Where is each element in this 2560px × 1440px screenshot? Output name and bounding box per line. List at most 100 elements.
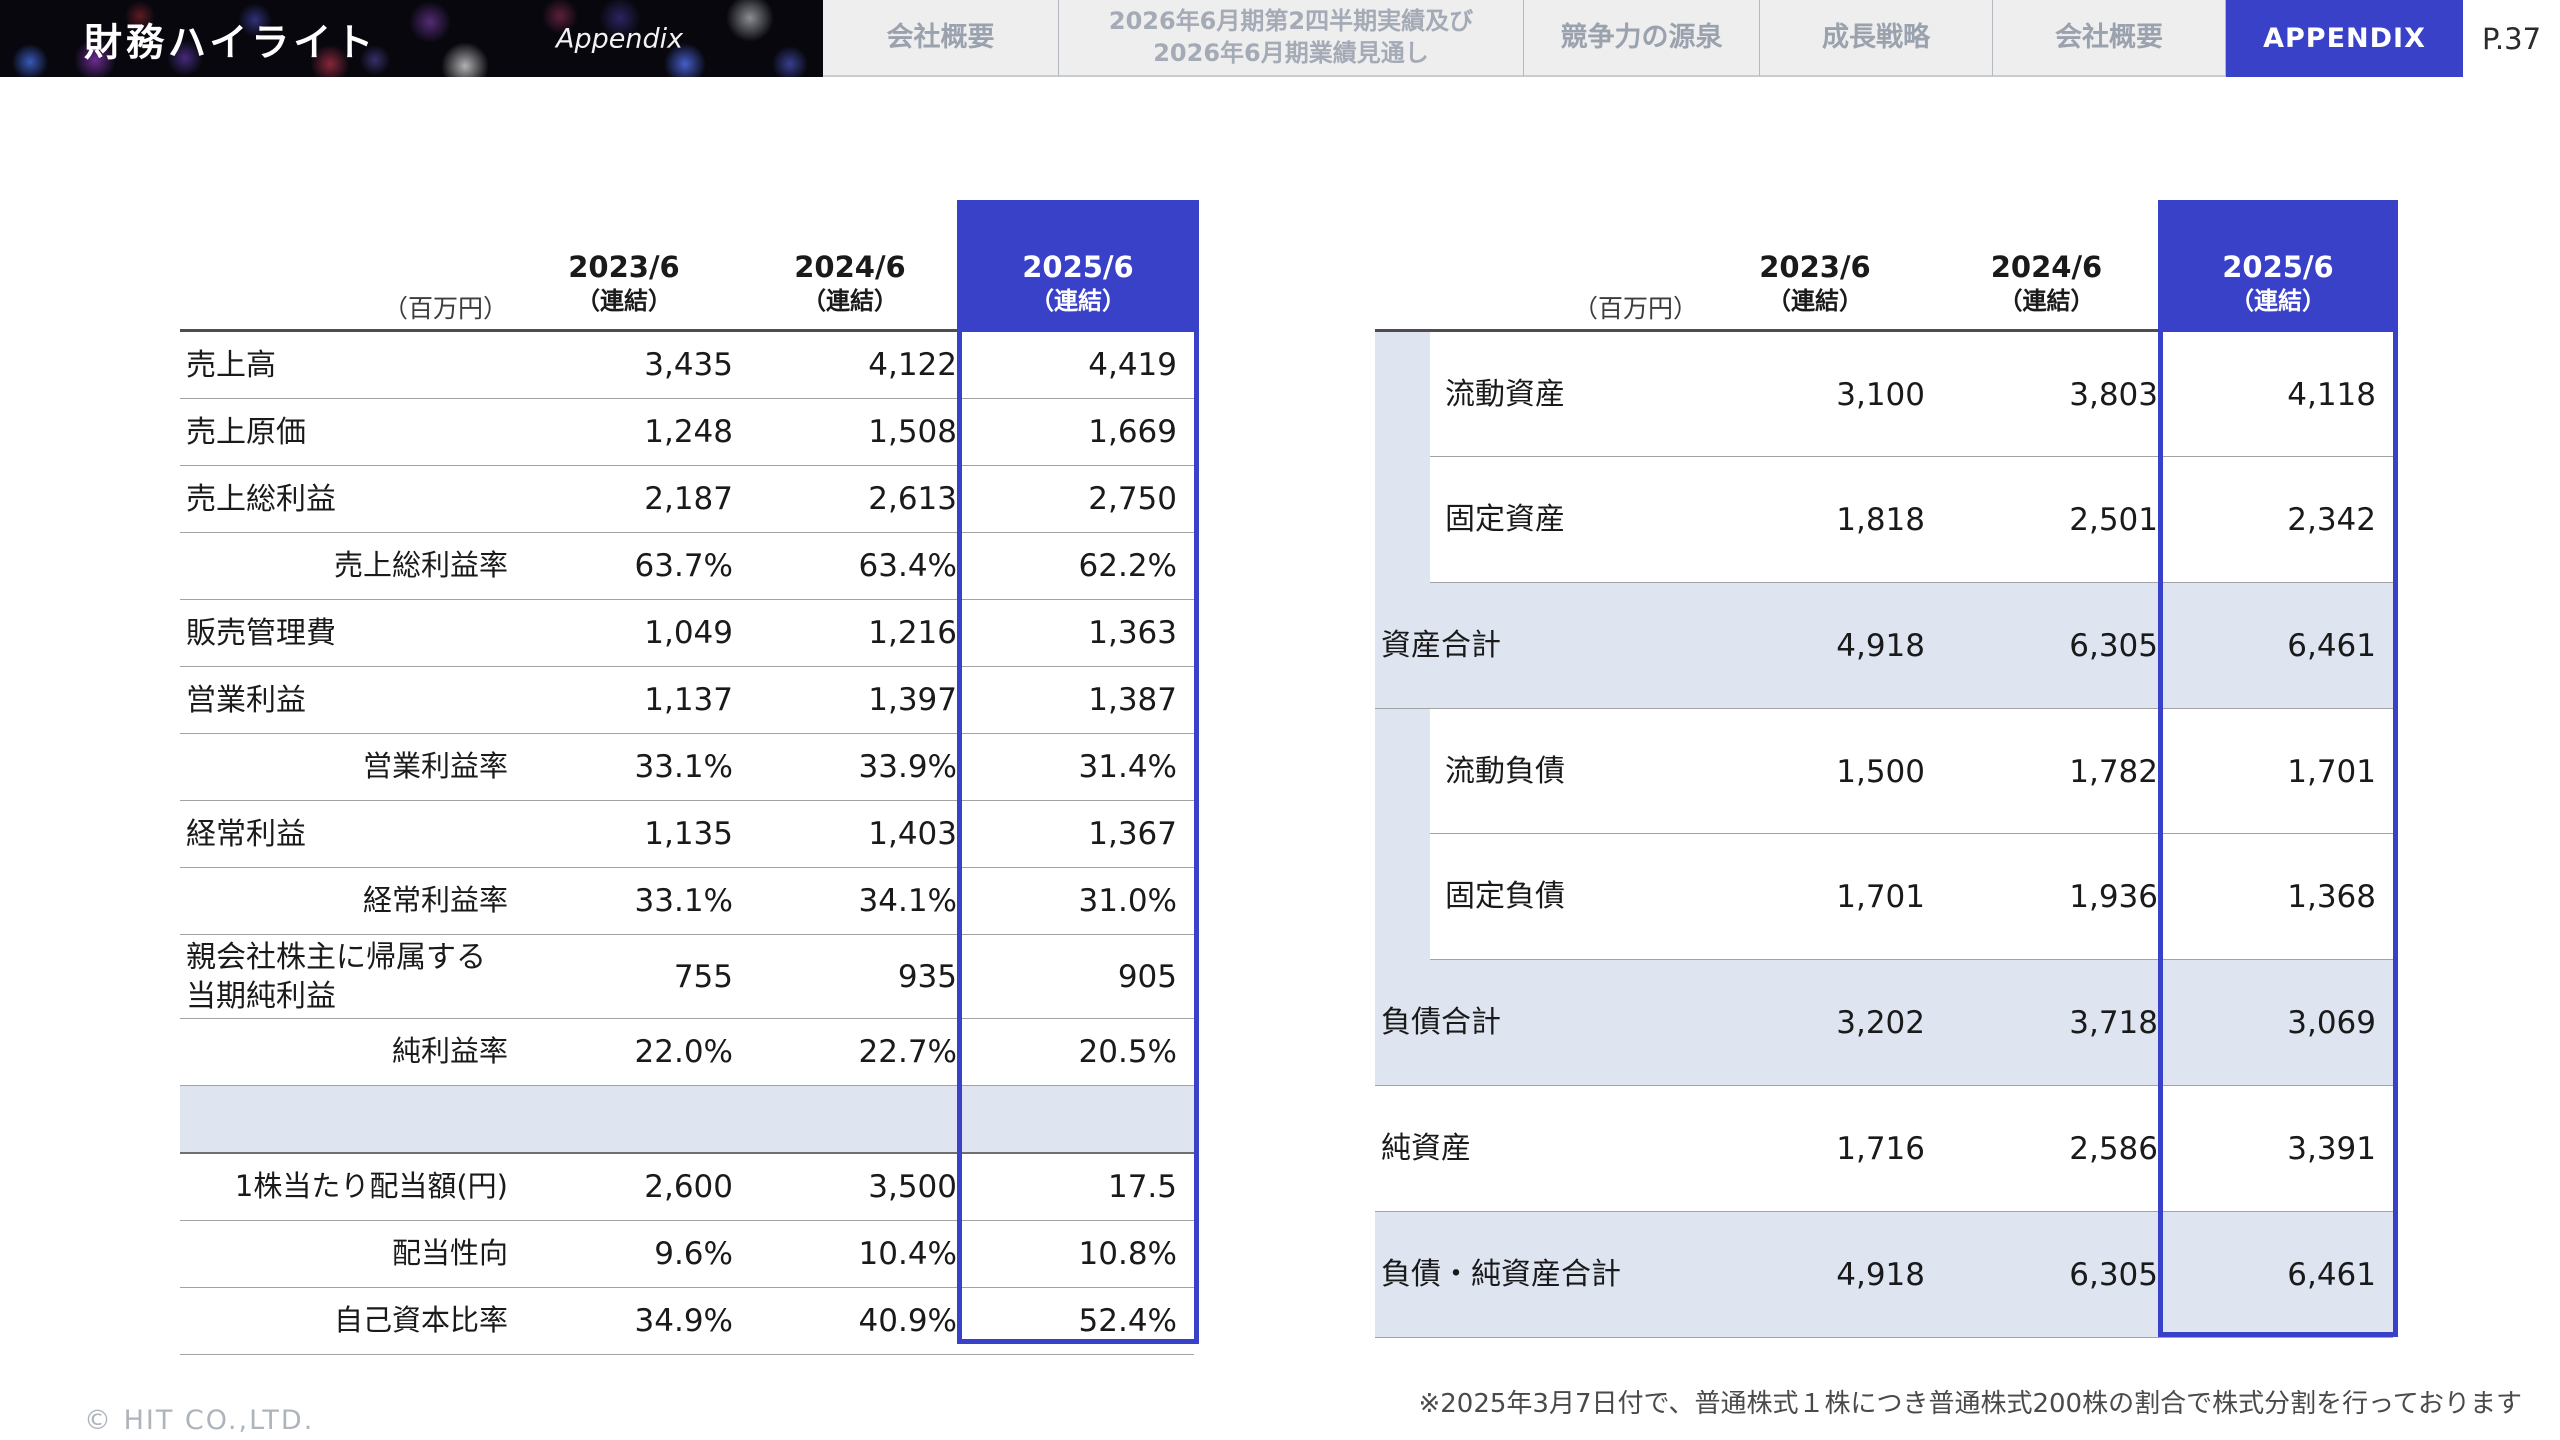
cell-value: 1,500	[1836, 753, 1925, 790]
cell-value: 2,750	[1088, 481, 1177, 517]
column-header-2023: 2023/6 （連結）	[568, 249, 680, 315]
cell-value: 22.0%	[634, 1034, 733, 1070]
cell-value: 2,600	[644, 1169, 733, 1205]
cell-value: 1,701	[2287, 753, 2376, 790]
table-row: 売上総利益 2,187 2,613 2,750	[180, 466, 1194, 533]
cell-value: 3,202	[1836, 1004, 1925, 1041]
row-label: 営業利益	[186, 682, 306, 718]
row-label: 親会社株主に帰属する 当期純利益	[186, 939, 486, 1014]
page-title: 財務ハイライト	[84, 20, 378, 64]
cell-value: 4,118	[2287, 376, 2376, 413]
cell-value: 6,305	[2069, 1256, 2158, 1293]
tab-company-overview-2[interactable]: 会社概要	[1993, 0, 2226, 77]
table-row: 経常利益 1,135 1,403 1,367	[180, 801, 1194, 868]
copyright: © HIT CO.,LTD.	[84, 1405, 315, 1436]
tab-competitive-strength[interactable]: 競争力の源泉	[1524, 0, 1760, 77]
cell-value: 52.4%	[1078, 1303, 1177, 1339]
cell-value: 1,669	[1088, 414, 1177, 450]
subtotal-row: 負債・純資産合計 4,918 6,305 6,461	[1375, 1212, 2393, 1338]
cell-value: 33.1%	[634, 883, 733, 919]
tab-appendix[interactable]: APPENDIX	[2226, 0, 2463, 77]
cell-value: 2,342	[2287, 501, 2376, 538]
tab-growth-strategy[interactable]: 成長戦略	[1760, 0, 1993, 77]
cell-value	[962, 1086, 1194, 1152]
subtotal-row: 負債合計 3,202 3,718 3,069	[1375, 960, 2393, 1086]
cell-value: 1,936	[2069, 878, 2158, 915]
table-row: 売上総利益率 63.7% 63.4% 62.2%	[180, 533, 1194, 600]
stock-split-footnote: ※2025年3月7日付で、普通株式１株につき普通株式200株の割合で株式分割を行…	[1418, 1389, 2522, 1419]
cell-value: 33.1%	[634, 749, 733, 785]
cell-value	[510, 1086, 738, 1152]
cell-value: 4,122	[868, 347, 957, 383]
table-row: 販売管理費 1,049 1,216 1,363	[180, 600, 1194, 667]
cell-value: 63.7%	[634, 548, 733, 584]
table-row: 純資産 1,716 2,586 3,391	[1375, 1086, 2393, 1212]
cell-value: 3,718	[2069, 1004, 2158, 1041]
cell-value: 9.6%	[654, 1236, 733, 1272]
column-header-2025: 2025/6 （連結）	[2222, 249, 2334, 315]
table-row: 営業利益率 33.1% 33.9% 31.4%	[180, 734, 1194, 801]
table-row: 流動負債 1,500 1,782 1,701	[1375, 709, 2393, 835]
cell-value: 33.9%	[858, 749, 957, 785]
highlight-column-header-fill	[962, 205, 1194, 332]
cell-value: 22.7%	[858, 1034, 957, 1070]
bs-table-body: 流動資産 3,100 3,803 4,118 固定資産 1,818 2,501 2,342 資産…	[1375, 332, 2393, 1338]
cell-value: 6,461	[2287, 627, 2376, 664]
partial-separator	[1430, 833, 2393, 834]
cell-value: 34.1%	[858, 883, 957, 919]
column-header-2024: 2024/6 （連結）	[794, 249, 906, 315]
table-row: 売上原価 1,248 1,508 1,669	[180, 399, 1194, 466]
section-subtitle: Appendix	[556, 23, 684, 54]
cell-value: 905	[1117, 958, 1177, 995]
bs-table: （百万円） 2023/6 （連結） 2024/6 （連結） 2025/6 （連結…	[1375, 200, 2398, 1338]
table-row: 1株当たり配当額(円) 2,600 3,500 17.5	[180, 1154, 1194, 1221]
row-label: 売上高	[186, 347, 276, 383]
row-label: 負債・純資産合計	[1381, 1257, 1621, 1292]
row-label: 固定資産	[1445, 502, 1565, 537]
row-label: 配当性向	[391, 1236, 508, 1271]
table-row: 自己資本比率 34.9% 40.9% 52.4%	[180, 1288, 1194, 1355]
tab-company-overview-1[interactable]: 会社概要	[823, 0, 1059, 77]
cell-value: 1,782	[2069, 753, 2158, 790]
table-row: 営業利益 1,137 1,397 1,387	[180, 667, 1194, 734]
spacer-row	[180, 1086, 1194, 1154]
row-label: 1株当たり配当額(円)	[234, 1169, 508, 1204]
cell-value: 4,419	[1088, 347, 1177, 383]
cell-value: 4,918	[1836, 1256, 1925, 1293]
cell-value: 1,701	[1836, 878, 1925, 915]
cell-value: 2,613	[868, 481, 957, 517]
tab-fy2026-results-outlook[interactable]: 2026年6月期第2四半期実績及び 2026年6月期業績見通し	[1059, 0, 1524, 77]
group-band	[1375, 457, 1430, 583]
cell-value: 3,500	[868, 1169, 957, 1205]
row-label: 販売管理費	[186, 615, 336, 651]
pl-table-header: （百万円） 2023/6 （連結） 2024/6 （連結） 2025/6 （連結…	[180, 200, 1194, 332]
row-label: 自己資本比率	[333, 1303, 508, 1338]
cell-value: 2,501	[2069, 501, 2158, 538]
cell-value: 17.5	[1107, 1169, 1177, 1205]
cell-value: 34.9%	[634, 1303, 733, 1339]
group-band	[1375, 834, 1430, 960]
section-tabs: 会社概要 2026年6月期第2四半期実績及び 2026年6月期業績見通し 競争力…	[823, 0, 2560, 77]
cell-value: 3,391	[2287, 1130, 2376, 1167]
cell-value: 3,100	[1836, 376, 1925, 413]
row-label: 負債合計	[1381, 1005, 1501, 1040]
pl-table-body: 売上高 3,435 4,122 4,419 売上原価 1,248 1,508 1,669 売上総…	[180, 332, 1194, 1355]
cell-value: 20.5%	[1078, 1034, 1177, 1070]
cell-value: 2,187	[644, 481, 733, 517]
row-label: 営業利益率	[362, 749, 508, 784]
cell-value: 1,248	[644, 414, 733, 450]
row-label: 資産合計	[1381, 628, 1501, 663]
cell-value: 1,397	[868, 682, 957, 718]
row-label	[180, 1086, 510, 1152]
cell-value: 6,461	[2287, 1256, 2376, 1293]
unit-label: （百万円）	[1572, 294, 1698, 323]
row-label: 固定負債	[1445, 879, 1565, 914]
table-row: 固定資産 1,818 2,501 2,342	[1375, 457, 2393, 583]
cell-value: 1,368	[2287, 878, 2376, 915]
cell-value: 1,049	[644, 615, 733, 651]
cell-value: 755	[673, 958, 733, 995]
cell-value: 935	[897, 958, 957, 995]
highlight-column-header-fill	[2163, 205, 2393, 332]
row-label: 経常利益	[186, 816, 306, 852]
